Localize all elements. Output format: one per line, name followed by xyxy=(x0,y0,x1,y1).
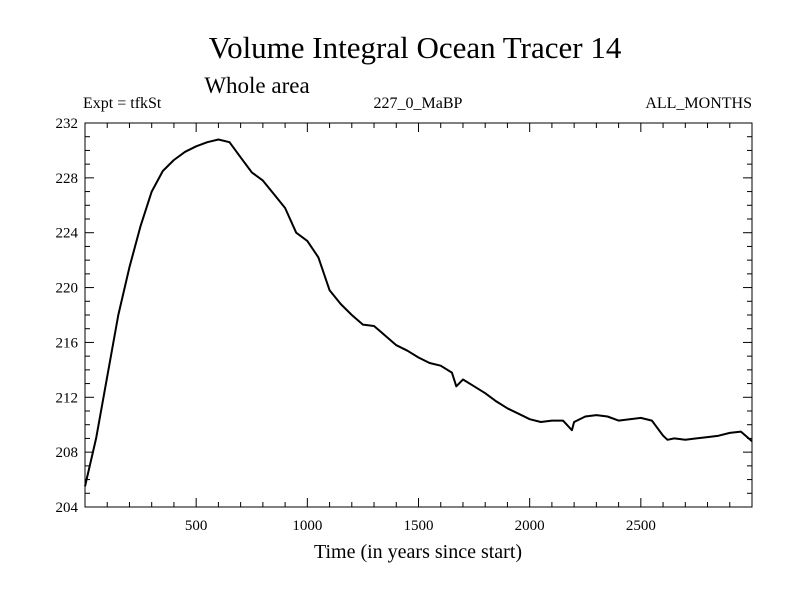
y-tick-label: 232 xyxy=(56,116,79,132)
y-tick-labels: 204 208 212 216 220 224 228 232 xyxy=(56,116,79,516)
period-annotation: 227_0_MaBP xyxy=(374,95,463,112)
y-tick-label: 228 xyxy=(56,171,79,187)
x-axis-label: Time (in years since start) xyxy=(314,541,522,563)
x-tick-label: 1500 xyxy=(404,518,434,534)
x-tick-label: 2000 xyxy=(515,518,545,534)
x-tick-label: 1000 xyxy=(292,518,322,534)
y-tick-label: 216 xyxy=(56,335,79,351)
y-tick-label: 220 xyxy=(56,281,79,297)
x-tick-label: 500 xyxy=(185,518,208,534)
y-tick-label: 204 xyxy=(56,500,79,516)
y-tick-label: 208 xyxy=(56,445,79,461)
axis-ticks xyxy=(85,123,752,507)
experiment-annotation: Expt = tfkSt xyxy=(83,95,162,112)
y-tick-label: 224 xyxy=(56,226,79,242)
plot-frame xyxy=(84,122,753,508)
tracer-series-line xyxy=(84,138,753,487)
y-tick-label: 212 xyxy=(56,390,79,406)
x-tick-label: 2500 xyxy=(626,518,656,534)
chart-title: Volume Integral Ocean Tracer 14 xyxy=(209,30,622,65)
chart-subtitle: Whole area xyxy=(204,73,309,98)
x-tick-labels: 500 1000 1500 2000 2500 xyxy=(185,518,656,534)
months-annotation: ALL_MONTHS xyxy=(645,95,752,112)
